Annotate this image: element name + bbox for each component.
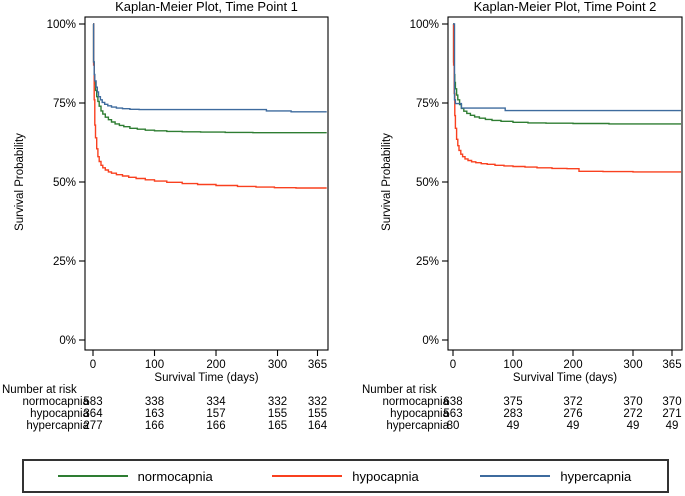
number-at-risk-count: 338	[145, 396, 164, 408]
number-at-risk-row-label: normocapnia	[23, 396, 90, 408]
legend-label-hypercapnia: hypercapnia	[560, 468, 632, 484]
number-at-risk-row-label: hypercapnia	[26, 420, 89, 432]
x-axis-tick-label: 300	[623, 359, 642, 371]
number-at-risk-title: Number at risk	[2, 384, 77, 396]
number-at-risk-count: 583	[83, 396, 102, 408]
y-axis-title: Survival Probability	[381, 133, 393, 231]
number-at-risk-count: 164	[308, 420, 328, 432]
km-curve-normocapnia	[92, 23, 327, 134]
number-at-risk-count: 276	[563, 408, 582, 420]
number-at-risk-count: 370	[662, 396, 681, 408]
legend: normocapnia hypocapnia hypercapnia	[22, 459, 669, 493]
number-at-risk-count: 372	[563, 396, 582, 408]
number-at-risk-row-label: hypocapnia	[30, 408, 89, 420]
legend-label-normocapnia: normocapnia	[137, 468, 213, 484]
number-at-risk-count: 334	[206, 396, 226, 408]
y-axis-tick-label: 100%	[410, 19, 439, 31]
number-at-risk-count: 277	[83, 420, 102, 432]
plot-title: Kaplan-Meier Plot, Time Point 1	[115, 0, 298, 14]
number-at-risk-count: 638	[443, 396, 462, 408]
y-axis-tick-label: 50%	[416, 177, 439, 189]
number-at-risk-count: 271	[662, 408, 681, 420]
number-at-risk-title: Number at risk	[362, 384, 437, 396]
legend-entry-hypocapnia: hypocapnia	[240, 469, 450, 484]
number-at-risk-count: 166	[206, 420, 225, 432]
y-axis-tick-label: 0%	[59, 335, 76, 347]
x-axis-tick-label: 365	[308, 359, 327, 371]
y-axis-tick-label: 100%	[47, 19, 76, 31]
x-axis-tick-label: 365	[662, 359, 681, 371]
number-at-risk-count: 155	[308, 408, 327, 420]
number-at-risk-row-label: hypocapnia	[390, 408, 449, 420]
plot-box	[447, 16, 683, 351]
number-at-risk-count: 163	[145, 408, 164, 420]
number-at-risk-count: 375	[503, 396, 522, 408]
number-at-risk-count: 166	[145, 420, 164, 432]
x-axis-title: Survival Time (days)	[513, 372, 617, 384]
km-curve-hypocapnia	[452, 23, 681, 173]
legend-entry-hypercapnia: hypercapnia	[451, 469, 661, 484]
km-curve-normocapnia	[452, 23, 681, 125]
number-at-risk-count: 364	[83, 408, 103, 420]
number-at-risk-count: 283	[503, 408, 522, 420]
y-axis-tick-label: 75%	[53, 98, 76, 110]
km-curve-hypercapnia	[453, 23, 681, 112]
number-at-risk-count: 165	[268, 420, 287, 432]
number-at-risk-count: 49	[666, 420, 679, 432]
km-panel-time-point-2: Kaplan-Meier Plot, Time Point 2 0% 25% 50% 7…	[362, 0, 683, 432]
number-at-risk-row-label: normocapnia	[383, 396, 450, 408]
y-axis-tick-label: 50%	[53, 177, 76, 189]
x-axis-tick-label: 0	[450, 359, 456, 371]
plot-title: Kaplan-Meier Plot, Time Point 2	[474, 0, 657, 14]
x-axis-tick-label: 300	[268, 359, 287, 371]
number-at-risk-count: 155	[268, 408, 287, 420]
number-at-risk-count: 563	[443, 408, 462, 420]
y-axis-tick-label: 75%	[416, 98, 439, 110]
y-axis-tick-label: 25%	[53, 256, 76, 268]
x-axis-tick-label: 100	[503, 359, 522, 371]
legend-entry-normocapnia: normocapnia	[30, 469, 240, 484]
number-at-risk-count: 370	[623, 396, 642, 408]
x-axis-tick-label: 100	[145, 359, 164, 371]
y-axis-title: Survival Probability	[14, 133, 26, 231]
x-axis-title: Survival Time (days)	[154, 372, 258, 384]
x-axis-tick-label: 200	[563, 359, 582, 371]
hypercapnia-line-swatch	[480, 475, 551, 477]
number-at-risk-count: 332	[308, 396, 327, 408]
y-axis-tick-label: 25%	[416, 256, 439, 268]
number-at-risk-count: 157	[206, 408, 225, 420]
hypocapnia-line-swatch	[272, 475, 343, 477]
number-at-risk-count: 272	[623, 408, 642, 420]
x-axis-tick-label: 0	[90, 359, 96, 371]
number-at-risk-count: 49	[507, 420, 520, 432]
number-at-risk-row-label: hypercapnia	[386, 420, 449, 432]
km-panel-time-point-1: Kaplan-Meier Plot, Time Point 1 0% 25% 50% 7…	[2, 0, 329, 432]
number-at-risk-count: 80	[447, 420, 460, 432]
number-at-risk-count: 49	[567, 420, 580, 432]
normocapnia-line-swatch	[57, 475, 128, 477]
km-curve-hypocapnia	[92, 23, 327, 189]
number-at-risk-count: 49	[627, 420, 640, 432]
km-curve-hypercapnia	[92, 23, 327, 113]
legend-label-hypocapnia: hypocapnia	[352, 468, 419, 484]
number-at-risk-count: 332	[268, 396, 287, 408]
y-axis-tick-label: 0%	[422, 335, 439, 347]
plot-box	[84, 16, 329, 351]
x-axis-tick-label: 200	[206, 359, 225, 371]
